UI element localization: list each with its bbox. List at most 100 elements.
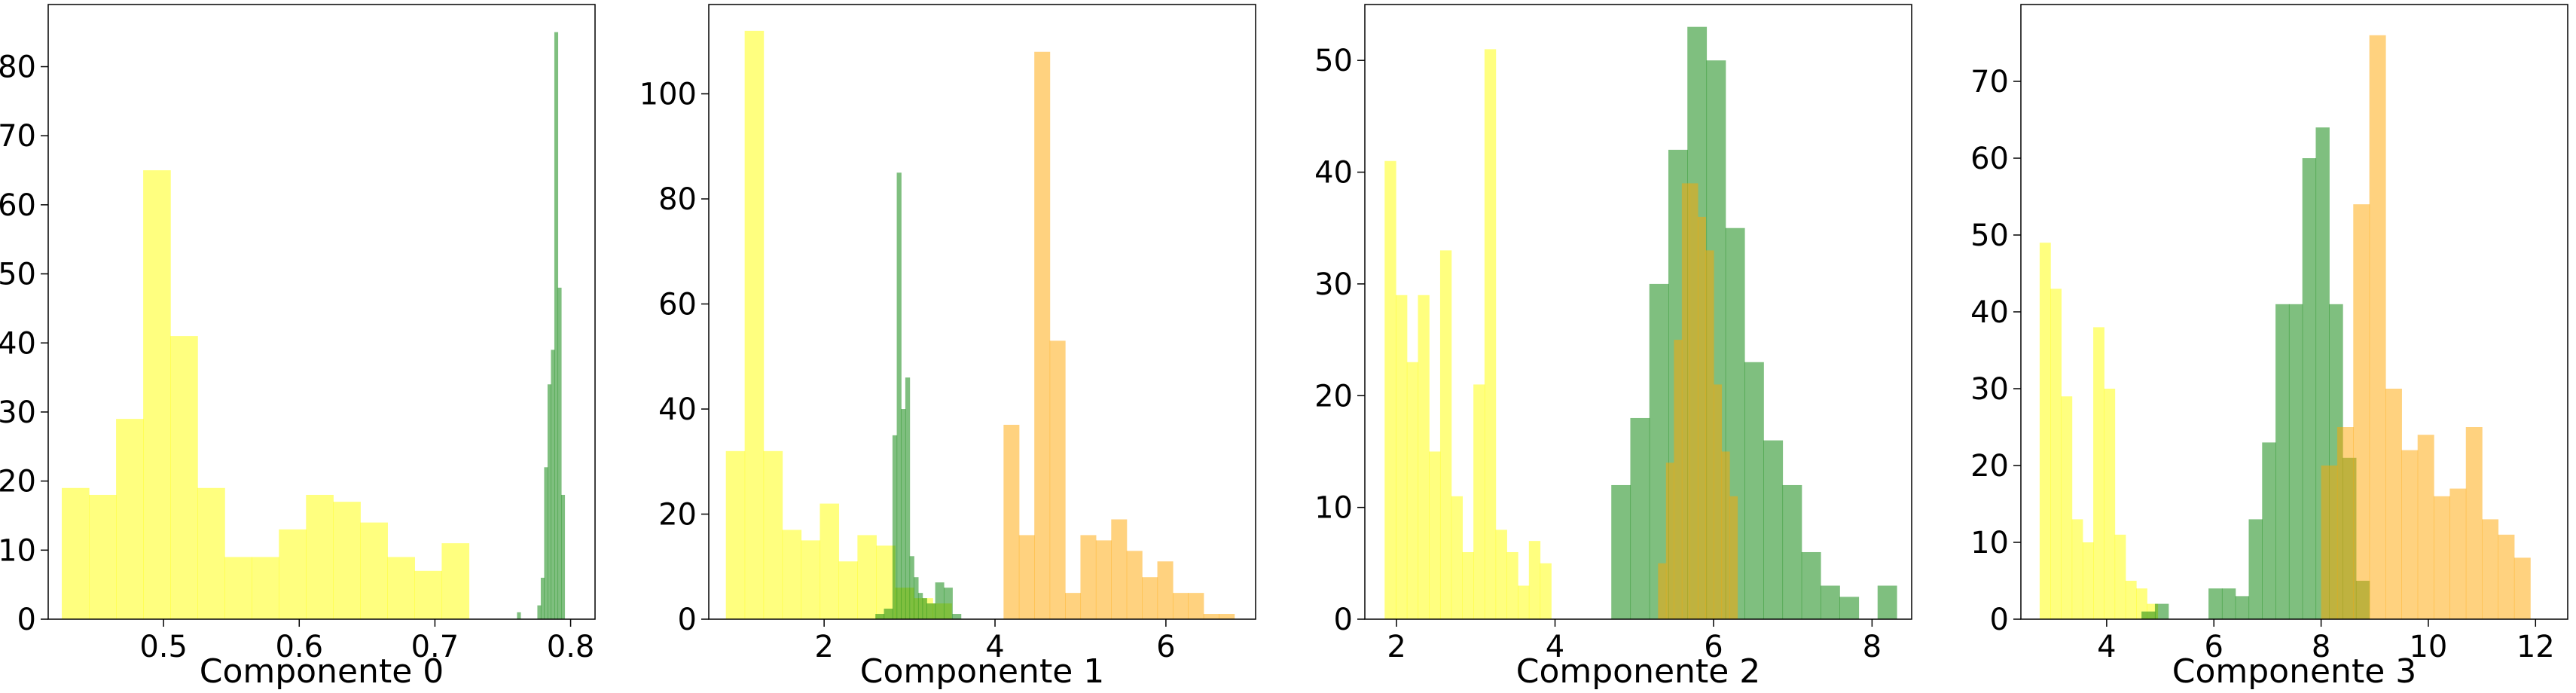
histogram-bar [2385,389,2402,619]
x-tick-label: 12 [2516,630,2555,664]
histogram-bar [2321,466,2338,619]
histogram-series-1 [2141,127,2370,619]
histogram-bar [89,494,117,619]
y-tick-label: 80 [0,50,36,85]
histogram-bar [551,350,555,619]
y-tick-label: 50 [1970,218,2009,253]
y-tick-label: 40 [658,392,697,427]
histogram-bar [2104,389,2116,619]
plot-frame [47,4,596,620]
histogram-bar [557,287,562,619]
y-tick-label: 40 [1314,156,1353,191]
plot-area [62,32,566,619]
histogram-bar [857,535,877,619]
y-tick-label: 20 [0,465,36,499]
histogram-series-2 [1658,183,1738,619]
histogram-bar [1697,216,1707,619]
x-tick-label: 8 [2312,630,2330,664]
histogram-series-2 [2321,35,2531,619]
histogram-bar [943,588,953,619]
histogram-bar [414,570,443,619]
histogram-bar [1611,484,1631,619]
y-tick-label: 0 [678,603,697,637]
histogram-bar [1540,563,1552,619]
histogram-bar [1821,585,1840,619]
histogram-bar [2061,396,2073,619]
histogram-bar [1782,484,1802,619]
histogram-bar [892,435,898,619]
histogram-bar [725,450,746,619]
histogram-bar [1406,362,1419,619]
histogram-bar [801,540,821,619]
histogram-bar [1506,551,1518,619]
histogram-bar [1429,451,1441,619]
histogram-bar [441,543,470,619]
x-tick-label: 0.8 [547,630,595,664]
histogram-bar [1172,593,1189,619]
histogram-bar [170,336,198,619]
histogram-series-2 [1003,51,1235,619]
plot-area [2039,35,2531,619]
y-tick-label: 10 [1970,526,2009,560]
histogram-bar [2498,534,2515,619]
histogram-bar [2449,488,2467,619]
y-tick-label: 0 [1334,603,1353,637]
x-tick-label: 0.5 [139,630,188,664]
histogram-bar [744,30,765,619]
histogram-bar [306,494,334,619]
histogram-bar [540,577,545,619]
y-tick-label: 60 [0,188,36,223]
histogram-bar [1484,49,1497,619]
histogram-bar [544,467,548,619]
histogram-bar [2114,534,2126,619]
histogram-bar [2417,435,2434,619]
x-tick-label: 4 [2097,630,2116,664]
histogram-series-1 [1611,26,1897,619]
histogram-bar [1126,551,1143,619]
x-axis-label: Componente 1 [860,652,1105,691]
histogram-bar [2465,427,2483,619]
histogram-series-0 [62,170,470,619]
histogram-bar [2401,450,2419,619]
histogram-bar [901,409,906,619]
histogram-bar [1877,585,1897,619]
y-tick-label: 80 [658,182,697,217]
histogram-bar [2221,588,2236,619]
y-tick-label: 0 [1990,603,2009,637]
x-tick-label: 4 [1546,630,1564,664]
histogram-bar [1439,250,1452,619]
histogram-bar [1384,160,1396,619]
x-tick-label: 8 [1863,630,1882,664]
x-tick-label: 6 [2205,630,2223,664]
histogram-bar [1396,295,1408,619]
histogram-bar [1674,340,1683,619]
histogram-bar [782,530,802,619]
histogram-bar [1495,530,1507,619]
chart-panel-2: 2 4 6 8 0 10 20 30 40 50 Componente 2 [1314,4,1912,691]
histogram-bar [360,522,388,619]
x-tick-label: 6 [1704,630,1723,664]
x-tick-label: 6 [1156,630,1175,664]
histogram-bar [926,603,936,619]
histogram-bar [1157,561,1174,619]
histogram-bar [2275,304,2290,619]
histogram-bar [914,577,919,619]
histogram-bar [62,487,90,619]
histogram-series-1 [517,32,566,619]
histogram-bar [197,487,225,619]
y-tick-label: 0 [17,603,36,637]
x-tick-label: 0.6 [275,630,323,664]
histogram-bar [1018,535,1035,619]
histogram-bar [2082,542,2094,619]
histogram-bar [2235,596,2250,619]
histogram-bar [1111,519,1128,619]
histogram-bar [143,170,171,619]
plot-area [725,30,1235,619]
histogram-bar [1451,496,1463,619]
histogram-bar [2369,35,2386,619]
histogram-bar [1518,585,1530,619]
histogram-bar [1203,614,1219,619]
histogram-bar [2071,519,2083,619]
y-tick-label: 100 [639,78,697,112]
histogram-bar [917,593,923,619]
